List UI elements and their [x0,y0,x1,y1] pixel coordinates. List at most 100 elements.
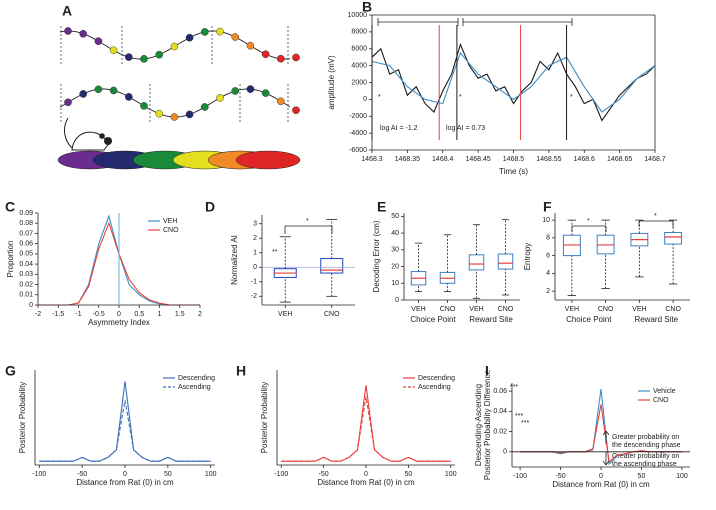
rat-ear [99,133,105,139]
box [497,253,514,270]
group-label: Reward Site [634,315,678,324]
position-dot [170,113,179,121]
y-tick-label: 0 [395,297,399,304]
y-tick-label: 0.01 [19,292,33,299]
x-tick-label: VEH [411,306,425,313]
position-dot [94,37,103,46]
y-tick-label: 30 [391,247,399,254]
x-tick-label: 1468.35 [395,156,420,163]
group-label: Choice Point [566,315,612,324]
annotation: *** [510,384,518,391]
position-dot [231,87,239,95]
x-tick-label: -0.5 [93,311,105,318]
x-tick-label: 100 [676,473,688,480]
position-dot [64,27,72,35]
x-tick-label: 2 [198,311,202,318]
panel-letter: F [543,199,552,215]
box [320,258,344,274]
position-dot [216,27,224,36]
x-tick-label: 1468.5 [503,156,525,163]
series-line [371,51,656,113]
position-dot [79,90,87,98]
y-tick-label: 0.04 [493,408,507,415]
annotation: ** [272,249,278,256]
x-tick-label: CNO [498,306,514,313]
y-axis-label: Posterior Probability Difference [483,369,492,480]
x-tick-label: VEH [278,311,292,318]
series-line [371,42,656,122]
x-tick-label: 1468.65 [607,156,632,163]
x-tick-label: VEH [632,306,646,313]
y-tick-label: 0.02 [19,281,33,288]
x-tick-label: 50 [638,473,646,480]
x-tick-label: -100 [274,471,288,478]
y-tick-label: 3 [253,221,257,228]
legend-label: VEH [163,218,177,225]
y-tick-label: 2 [546,288,550,295]
panel: I 0 0.02 0.04 0.06 -100 -50 0 50 100 Distance from… [474,363,688,489]
x-tick-label: -2 [35,311,41,318]
x-tick-label: 1468.7 [644,156,666,163]
annotation: * [587,218,590,225]
annotation: *** [521,420,529,427]
position-dot [185,110,194,119]
x-tick-label: CNO [598,306,614,313]
series-line [39,381,211,462]
legend-label: Descending [178,375,215,382]
panel: E 0 10 20 30 40 50 Decoding Error (cm) VEH CNO VEH… [372,199,514,324]
y-tick-label: 0.04 [19,261,33,268]
y-tick-label: 0.02 [493,428,507,435]
y-tick-label: 0 [503,449,507,456]
x-tick-label: 0 [599,473,603,480]
x-tick-label: 0 [364,471,368,478]
x-tick-label: 1 [158,311,162,318]
position-dot [109,86,118,95]
x-tick-label: 1468.6 [574,156,596,163]
position-dot [246,85,255,93]
x-axis-label: Time (s) [499,167,528,176]
rat-head [104,137,112,145]
panel: B -6000 -4000 -2000 0 2000 4000 6000 8000 10000 14… [327,0,666,176]
x-axis-label: Asymmetry Index [88,318,150,327]
x-tick-label: -50 [77,471,87,478]
position-dot [64,98,72,107]
position-dot [185,33,194,42]
x-tick-label: 1468.55 [536,156,561,163]
x-tick-label: VEH [565,306,579,313]
y-axis-label: Decoding Error (cm) [372,220,381,292]
y-tick-label: -1 [251,279,257,286]
y-axis-label: Normalized AI [230,235,239,285]
position-dot [140,102,148,110]
position-dot [231,33,239,41]
position-dot [216,94,224,102]
annotation: Greater probability on [612,434,679,441]
y-tick-label: 0.07 [19,230,33,237]
trajectory [59,88,291,118]
annotation: the descending phase [612,442,681,449]
y-tick-label: 10000 [348,12,368,19]
y-tick-label: 8000 [351,29,367,36]
x-axis-label: Distance from Rat (0) in cm [317,478,415,487]
panel: H -100 -50 0 50 100 Distance from Rat (0) in c… [236,363,457,487]
bracket [602,430,607,436]
y-axis-label: Posterior Probability [260,382,269,454]
panel: F 2 4 6 8 10 Entropy * * VEH CNO VEH CNO Choice Point… [523,199,683,324]
x-tick-label: 0 [117,311,121,318]
position-dot [155,50,163,59]
annotation: log AI = 0.73 [446,125,485,132]
y-tick-label: 50 [391,213,399,220]
x-tick-label: CNO [440,306,456,313]
position-dot [261,89,270,97]
bracket [605,430,610,436]
bracket [605,460,610,466]
y-tick-label: 0.06 [19,241,33,248]
position-dot [140,55,148,63]
x-tick-label: CNO [665,306,681,313]
y-tick-label: -2000 [349,113,367,120]
x-tick-label: VEH [469,306,483,313]
annotation: * [570,94,573,101]
y-tick-label: 40 [391,230,399,237]
y-tick-label: 0 [363,96,367,103]
